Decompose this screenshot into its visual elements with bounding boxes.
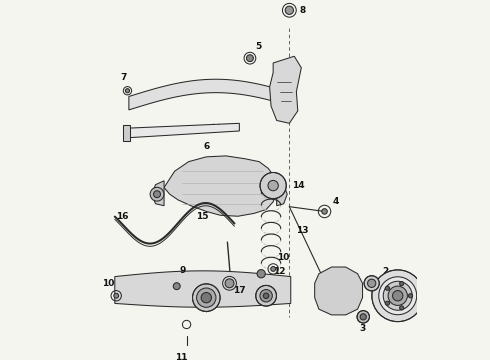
Text: 1: 1 [411, 291, 416, 300]
Polygon shape [164, 156, 277, 216]
Circle shape [153, 191, 160, 198]
Circle shape [388, 286, 407, 305]
Text: 12: 12 [273, 267, 286, 276]
Text: 10: 10 [277, 253, 289, 262]
Text: 2: 2 [382, 267, 389, 276]
Circle shape [196, 288, 216, 307]
Circle shape [360, 314, 367, 320]
Polygon shape [315, 267, 363, 315]
Text: 3: 3 [360, 324, 366, 333]
Circle shape [114, 293, 119, 298]
Text: 9: 9 [179, 266, 186, 275]
Circle shape [364, 276, 379, 291]
Text: 10: 10 [102, 279, 115, 288]
Circle shape [400, 282, 404, 286]
Text: 14: 14 [292, 181, 305, 190]
Polygon shape [277, 181, 287, 206]
Circle shape [368, 279, 376, 287]
Text: 15: 15 [196, 212, 208, 221]
Text: 8: 8 [300, 6, 306, 15]
Circle shape [385, 286, 390, 290]
Circle shape [256, 285, 276, 306]
Circle shape [285, 6, 294, 14]
Circle shape [379, 277, 416, 315]
Circle shape [322, 209, 327, 214]
Polygon shape [129, 79, 277, 110]
Circle shape [173, 283, 180, 289]
Circle shape [357, 311, 369, 323]
Text: 17: 17 [233, 285, 245, 294]
Circle shape [246, 55, 253, 62]
Text: 6: 6 [203, 142, 209, 151]
Circle shape [385, 301, 390, 305]
Text: 4: 4 [333, 197, 340, 206]
Polygon shape [151, 181, 164, 206]
Circle shape [201, 292, 212, 303]
Circle shape [225, 279, 234, 288]
Circle shape [260, 289, 272, 302]
Polygon shape [123, 125, 130, 140]
Circle shape [260, 172, 286, 199]
Circle shape [193, 284, 220, 311]
Circle shape [263, 293, 269, 298]
Text: 11: 11 [175, 352, 188, 360]
Polygon shape [115, 271, 291, 307]
Circle shape [409, 294, 413, 298]
Circle shape [125, 89, 129, 93]
Circle shape [268, 180, 278, 191]
Circle shape [271, 266, 275, 271]
Circle shape [150, 187, 164, 201]
Text: 16: 16 [116, 212, 129, 221]
Circle shape [400, 306, 404, 310]
Text: 7: 7 [121, 73, 127, 82]
Circle shape [383, 281, 412, 310]
Text: 13: 13 [296, 226, 309, 235]
Text: 5: 5 [256, 42, 262, 51]
Circle shape [257, 270, 265, 278]
Circle shape [392, 291, 403, 301]
Circle shape [183, 347, 190, 354]
Circle shape [372, 270, 423, 321]
Polygon shape [270, 56, 301, 123]
Polygon shape [129, 123, 240, 138]
